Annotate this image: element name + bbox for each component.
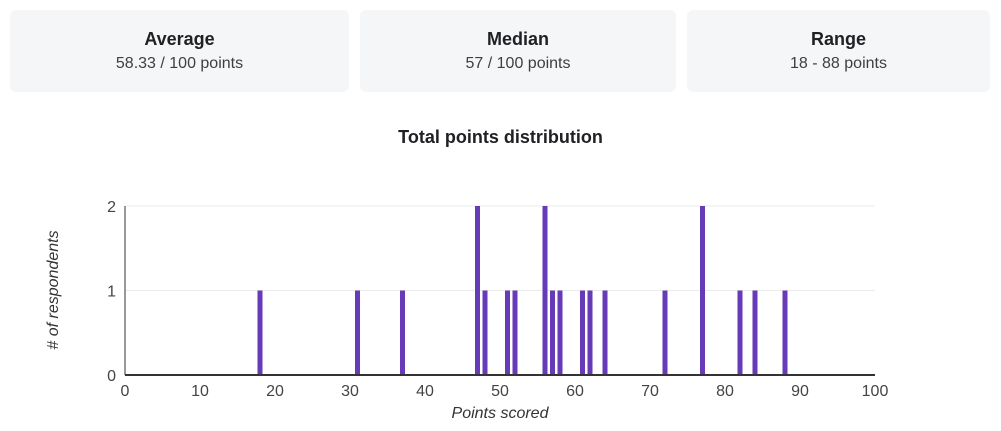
- x-axis-title: Points scored: [452, 405, 550, 422]
- y-tick-label-2: 2: [107, 199, 116, 216]
- x-tick-label-80: 80: [716, 383, 734, 400]
- x-tick-label-20: 20: [266, 383, 284, 400]
- x-tick-label-70: 70: [641, 383, 659, 400]
- median-label: Median: [486, 29, 549, 49]
- x-tick-label-0: 0: [121, 383, 130, 400]
- y-tick-label-1: 1: [107, 284, 116, 301]
- bar-61: [580, 290, 585, 375]
- bar-77: [700, 206, 705, 375]
- x-tick-label-50: 50: [491, 383, 509, 400]
- bar-58: [557, 290, 563, 375]
- chart-title: Total points distribution: [398, 127, 603, 147]
- bar-84: [752, 290, 758, 375]
- x-tick-label-60: 60: [566, 383, 584, 400]
- x-tick-label-30: 30: [341, 383, 359, 400]
- median-value: 57 / 100 points: [465, 55, 571, 72]
- x-tick-label-90: 90: [791, 383, 809, 400]
- range-card: Range 18 - 88 points: [687, 10, 990, 92]
- axes: [124, 206, 875, 376]
- bar-47: [475, 206, 480, 375]
- range-value: 18 - 88 points: [790, 55, 887, 72]
- average-card: Average 58.33 / 100 points: [10, 10, 349, 92]
- bar-88: [782, 290, 788, 375]
- average-value: 58.33 / 100 points: [115, 55, 244, 72]
- bar-51: [505, 290, 510, 375]
- bar-62: [587, 290, 593, 375]
- x-tick-label-100: 100: [862, 383, 889, 400]
- average-label: Average: [144, 29, 215, 49]
- bar-37: [400, 290, 405, 375]
- bar-57: [550, 290, 555, 375]
- bar-72: [662, 290, 668, 375]
- bar-52: [512, 290, 518, 375]
- x-tick-label-40: 40: [416, 383, 434, 400]
- bar-64: [602, 290, 608, 375]
- bars: [257, 206, 788, 375]
- y-tick-label-0: 0: [107, 368, 116, 385]
- bar-31: [355, 290, 360, 375]
- median-card: Median 57 / 100 points: [360, 10, 676, 92]
- bar-48: [482, 290, 488, 375]
- y-axis-title: # of respondents: [45, 230, 62, 349]
- x-tick-label-10: 10: [191, 383, 209, 400]
- grid-lines: [125, 205, 875, 291]
- bar-56: [542, 206, 548, 375]
- bar-82: [737, 290, 743, 375]
- range-label: Range: [810, 29, 866, 49]
- bar-18: [257, 290, 263, 375]
- tick-labels: 0 10 20 30 40 50 60 70 80 90 100 0 1 2: [107, 199, 888, 400]
